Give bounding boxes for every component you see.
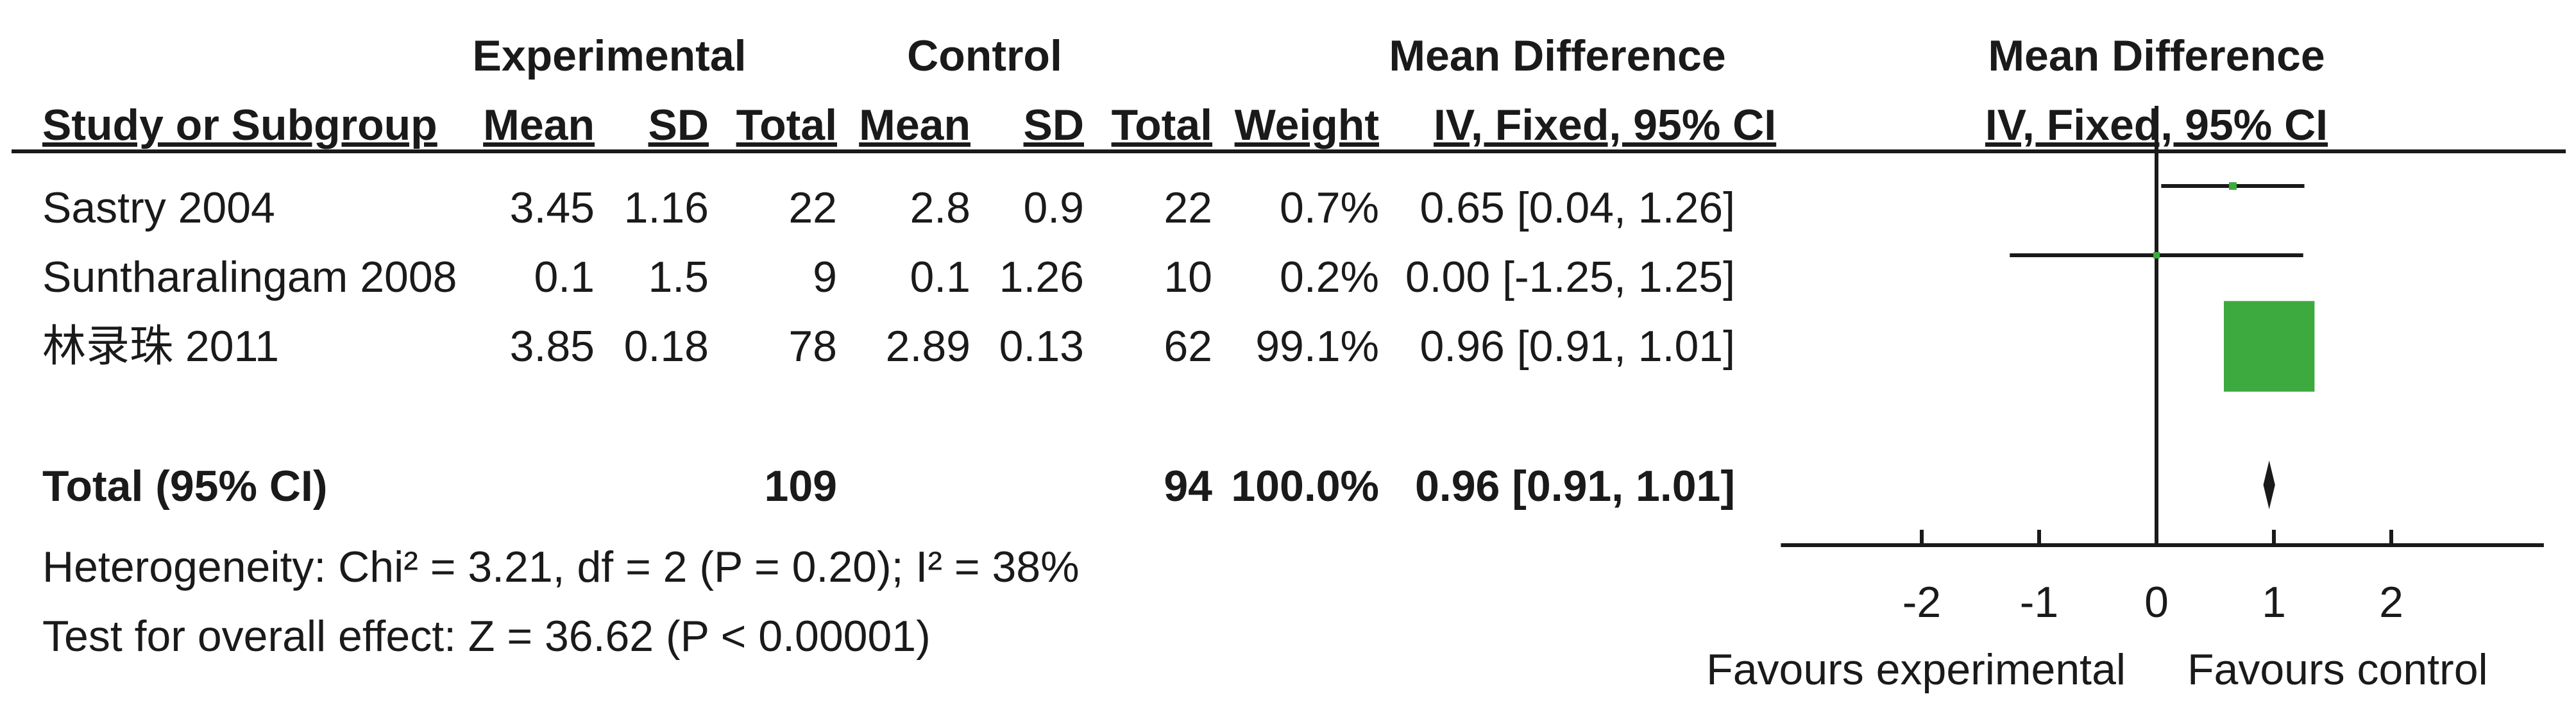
study-square-marker (2229, 182, 2237, 190)
e-sd: 0.18 (624, 322, 709, 371)
favours-left-label: Favours experimental (1706, 645, 2126, 694)
c-total: 10 (1164, 253, 1212, 301)
e-mean: 3.45 (510, 183, 595, 232)
c-sd: 0.9 (1023, 183, 1084, 232)
pooled-diamond (2263, 461, 2275, 509)
x-tick-label: -1 (2020, 578, 2058, 627)
plot-area: -2 -1 0 1 2 Favours experimental Favours contr… (1706, 106, 2544, 694)
weight: 0.2% (1280, 253, 1379, 301)
e-mean: 0.1 (534, 253, 595, 301)
total-row: Total (95% CI) 109 94 100.0% 0.96 [0.91,… (42, 462, 1735, 511)
overall-effect-text: Test for overall effect: Z = 36.62 (P < … (42, 612, 931, 661)
c-total-header: Total (1112, 101, 1212, 149)
e-sd: 1.5 (648, 253, 709, 301)
c-sd: 1.26 (999, 253, 1084, 301)
total-weight: 100.0% (1231, 462, 1379, 511)
e-total: 78 (788, 322, 837, 371)
e-total: 22 (788, 183, 837, 232)
e-total-sum: 109 (765, 462, 837, 511)
total-label: Total (95% CI) (42, 462, 328, 511)
ci-text: 0.65 [0.04, 1.26] (1419, 183, 1735, 232)
weight: 0.7% (1280, 183, 1379, 232)
e-sd: 1.16 (624, 183, 709, 232)
c-mean: 0.1 (910, 253, 970, 301)
x-tick-label: 2 (2379, 578, 2403, 627)
method-header: IV, Fixed, 95% CI (1434, 101, 1776, 149)
favours-right-label: Favours control (2187, 645, 2488, 694)
e-total-header: Total (736, 101, 837, 149)
ci-text: 0.96 [0.91, 1.01] (1419, 322, 1735, 371)
c-mean: 2.89 (886, 322, 970, 371)
c-sd-header: SD (1024, 101, 1084, 149)
heterogeneity-text: Heterogeneity: Chi² = 3.21, df = 2 (P = … (42, 543, 1080, 591)
study-name: Suntharalingam 2008 (42, 253, 457, 301)
c-total-sum: 94 (1164, 462, 1212, 511)
c-mean: 2.8 (910, 183, 970, 232)
study-row: Suntharalingam 2008 0.1 1.5 9 0.1 1.26 1… (42, 253, 1735, 301)
study-row: Sastry 2004 3.45 1.16 22 2.8 0.9 22 0.7%… (42, 183, 1735, 232)
study-name: 林录珠 2011 (42, 322, 279, 371)
group1-header: Experimental (472, 31, 746, 80)
weight: 99.1% (1255, 322, 1379, 371)
x-tick-label: 1 (2262, 578, 2286, 627)
x-tick-label: 0 (2144, 578, 2169, 627)
study-column-header: Study or Subgroup (42, 101, 437, 149)
e-mean: 3.85 (510, 322, 595, 371)
x-tick-label: -2 (1902, 578, 1941, 627)
study-name: Sastry 2004 (42, 183, 275, 232)
study-square-marker (2153, 252, 2160, 258)
c-sd: 0.13 (999, 322, 1084, 371)
e-mean-header: Mean (483, 101, 595, 149)
total-ci-text: 0.96 [0.91, 1.01] (1415, 462, 1735, 511)
plot-column-header: Mean Difference (1988, 31, 2325, 80)
effect-column-header: Mean Difference (1389, 31, 1725, 80)
weight-header: Weight (1235, 101, 1379, 149)
group2-header: Control (907, 31, 1062, 80)
ci-text: 0.00 [-1.25, 1.25] (1405, 253, 1735, 301)
e-total: 9 (813, 253, 837, 301)
study-row: 林录珠 2011 3.85 0.18 78 2.89 0.13 62 99.1%… (42, 322, 1735, 371)
study-square-marker (2224, 301, 2315, 392)
c-mean-header: Mean (859, 101, 970, 149)
c-total: 62 (1164, 322, 1212, 371)
e-sd-header: SD (648, 101, 709, 149)
c-total: 22 (1164, 183, 1212, 232)
